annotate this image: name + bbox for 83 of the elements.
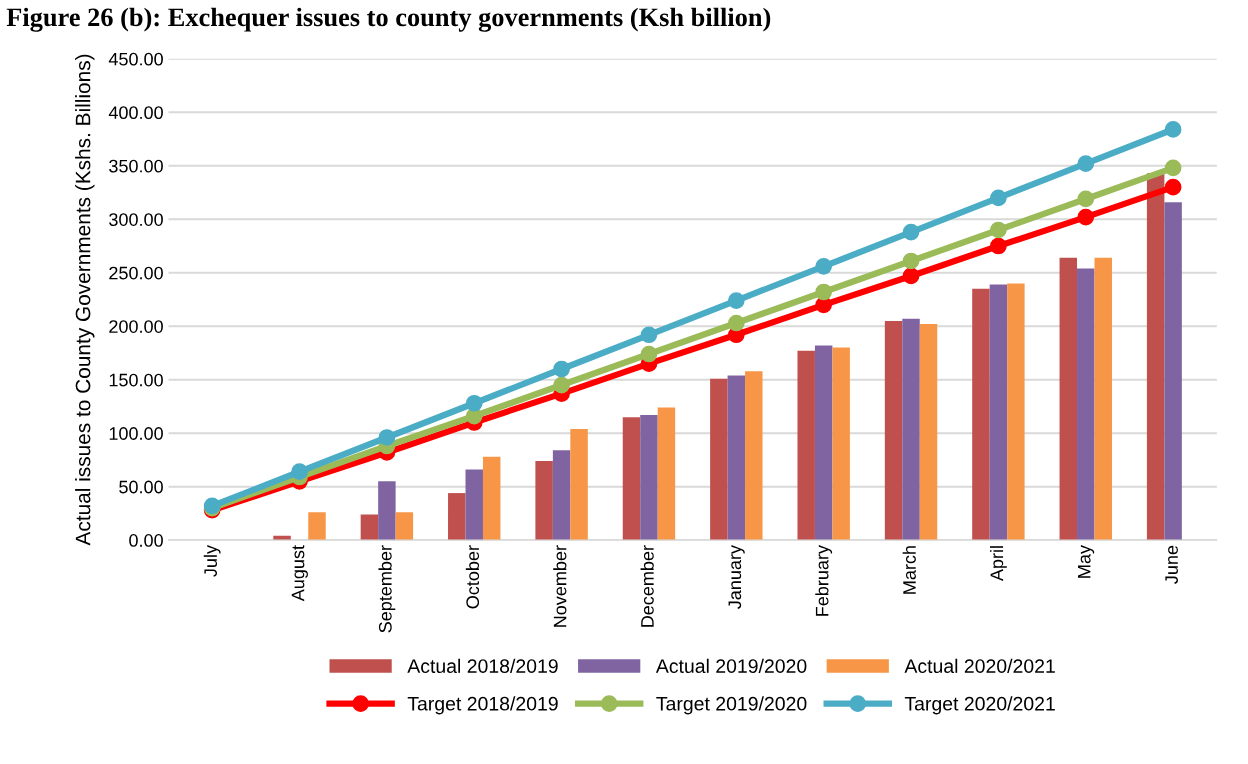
point <box>291 463 308 481</box>
bar <box>989 284 1008 541</box>
bar <box>1007 283 1025 541</box>
bar <box>745 371 763 541</box>
bar <box>797 350 815 541</box>
y-tick-label: 400.00 <box>108 106 163 120</box>
point <box>815 283 833 301</box>
legend-label: Actual 2020/2021 <box>904 658 1055 674</box>
bar <box>884 320 903 541</box>
bar <box>552 450 571 541</box>
bar <box>378 481 396 541</box>
point <box>553 376 570 394</box>
bar <box>570 428 588 541</box>
legend-label: Target 2018/2019 <box>407 696 558 715</box>
bar <box>919 324 938 541</box>
point <box>990 221 1007 239</box>
bar <box>640 415 658 541</box>
point <box>1164 159 1182 177</box>
bar <box>482 456 501 541</box>
y-tick-label: 450.00 <box>108 52 163 66</box>
chart-title: Figure 26 (b): Exchequer issues to county governments (Ksh billion) <box>6 7 771 32</box>
y-tick-label: 300.00 <box>109 213 163 226</box>
y-tick-label: 250.00 <box>109 266 163 280</box>
legend-label: Actual 2019/2020 <box>655 658 807 674</box>
point <box>640 345 658 363</box>
bar <box>465 469 483 541</box>
bar <box>308 512 326 541</box>
y-tick-label: 100.00 <box>109 427 163 440</box>
y-axis-title: Actual issues to County Governments (Kshs. Billions) <box>75 54 95 546</box>
x-tick-label: April <box>989 546 1007 582</box>
bar <box>972 288 990 541</box>
point <box>1077 208 1095 226</box>
bar <box>814 345 833 541</box>
point <box>727 314 745 332</box>
legend-label: Target 2020/2021 <box>904 696 1055 715</box>
bar <box>902 318 920 541</box>
y-tick-label: 200.00 <box>109 320 163 333</box>
x-tick-label: November <box>553 545 567 627</box>
x-tick-label: October <box>465 545 480 609</box>
legend-label: Target 2019/2020 <box>656 696 807 715</box>
bar <box>1164 202 1182 541</box>
bar <box>832 347 850 541</box>
point <box>902 267 920 285</box>
point <box>640 326 658 344</box>
point <box>553 360 570 378</box>
bar <box>395 512 414 541</box>
point <box>902 223 920 241</box>
point <box>1077 190 1095 208</box>
x-tick-label: September <box>378 545 396 633</box>
bar <box>1146 173 1165 541</box>
y-tick-label: 350.00 <box>109 159 163 173</box>
x-tick-label: December <box>640 545 654 627</box>
bar <box>622 417 641 541</box>
point <box>465 394 483 412</box>
point <box>990 237 1007 255</box>
point <box>1164 178 1182 196</box>
point <box>902 252 920 270</box>
x-tick-label: August <box>291 545 308 602</box>
bar <box>1077 268 1095 541</box>
point <box>727 292 745 309</box>
bar <box>710 378 728 541</box>
point <box>1164 121 1182 138</box>
point <box>990 189 1007 207</box>
bar <box>1094 257 1112 541</box>
x-tick-label: March <box>902 546 916 594</box>
bar <box>1059 257 1078 541</box>
bar <box>448 493 466 541</box>
point <box>1077 155 1095 172</box>
point <box>815 257 833 275</box>
bar <box>657 407 676 541</box>
point <box>378 429 396 446</box>
x-tick-label: May <box>1078 545 1095 578</box>
bar <box>535 461 553 541</box>
bar <box>727 375 746 541</box>
y-tick-label: 50.00 <box>119 480 163 494</box>
x-tick-label: February <box>815 545 833 616</box>
y-tick-label: 150.00 <box>109 373 163 387</box>
y-tick-label: 0.00 <box>129 534 163 547</box>
x-tick-label: July <box>203 545 221 577</box>
bar <box>360 514 379 541</box>
x-tick-label: June <box>1165 545 1178 584</box>
legend-label: Actual 2018/2019 <box>407 658 558 674</box>
x-tick-label: January <box>728 545 745 609</box>
